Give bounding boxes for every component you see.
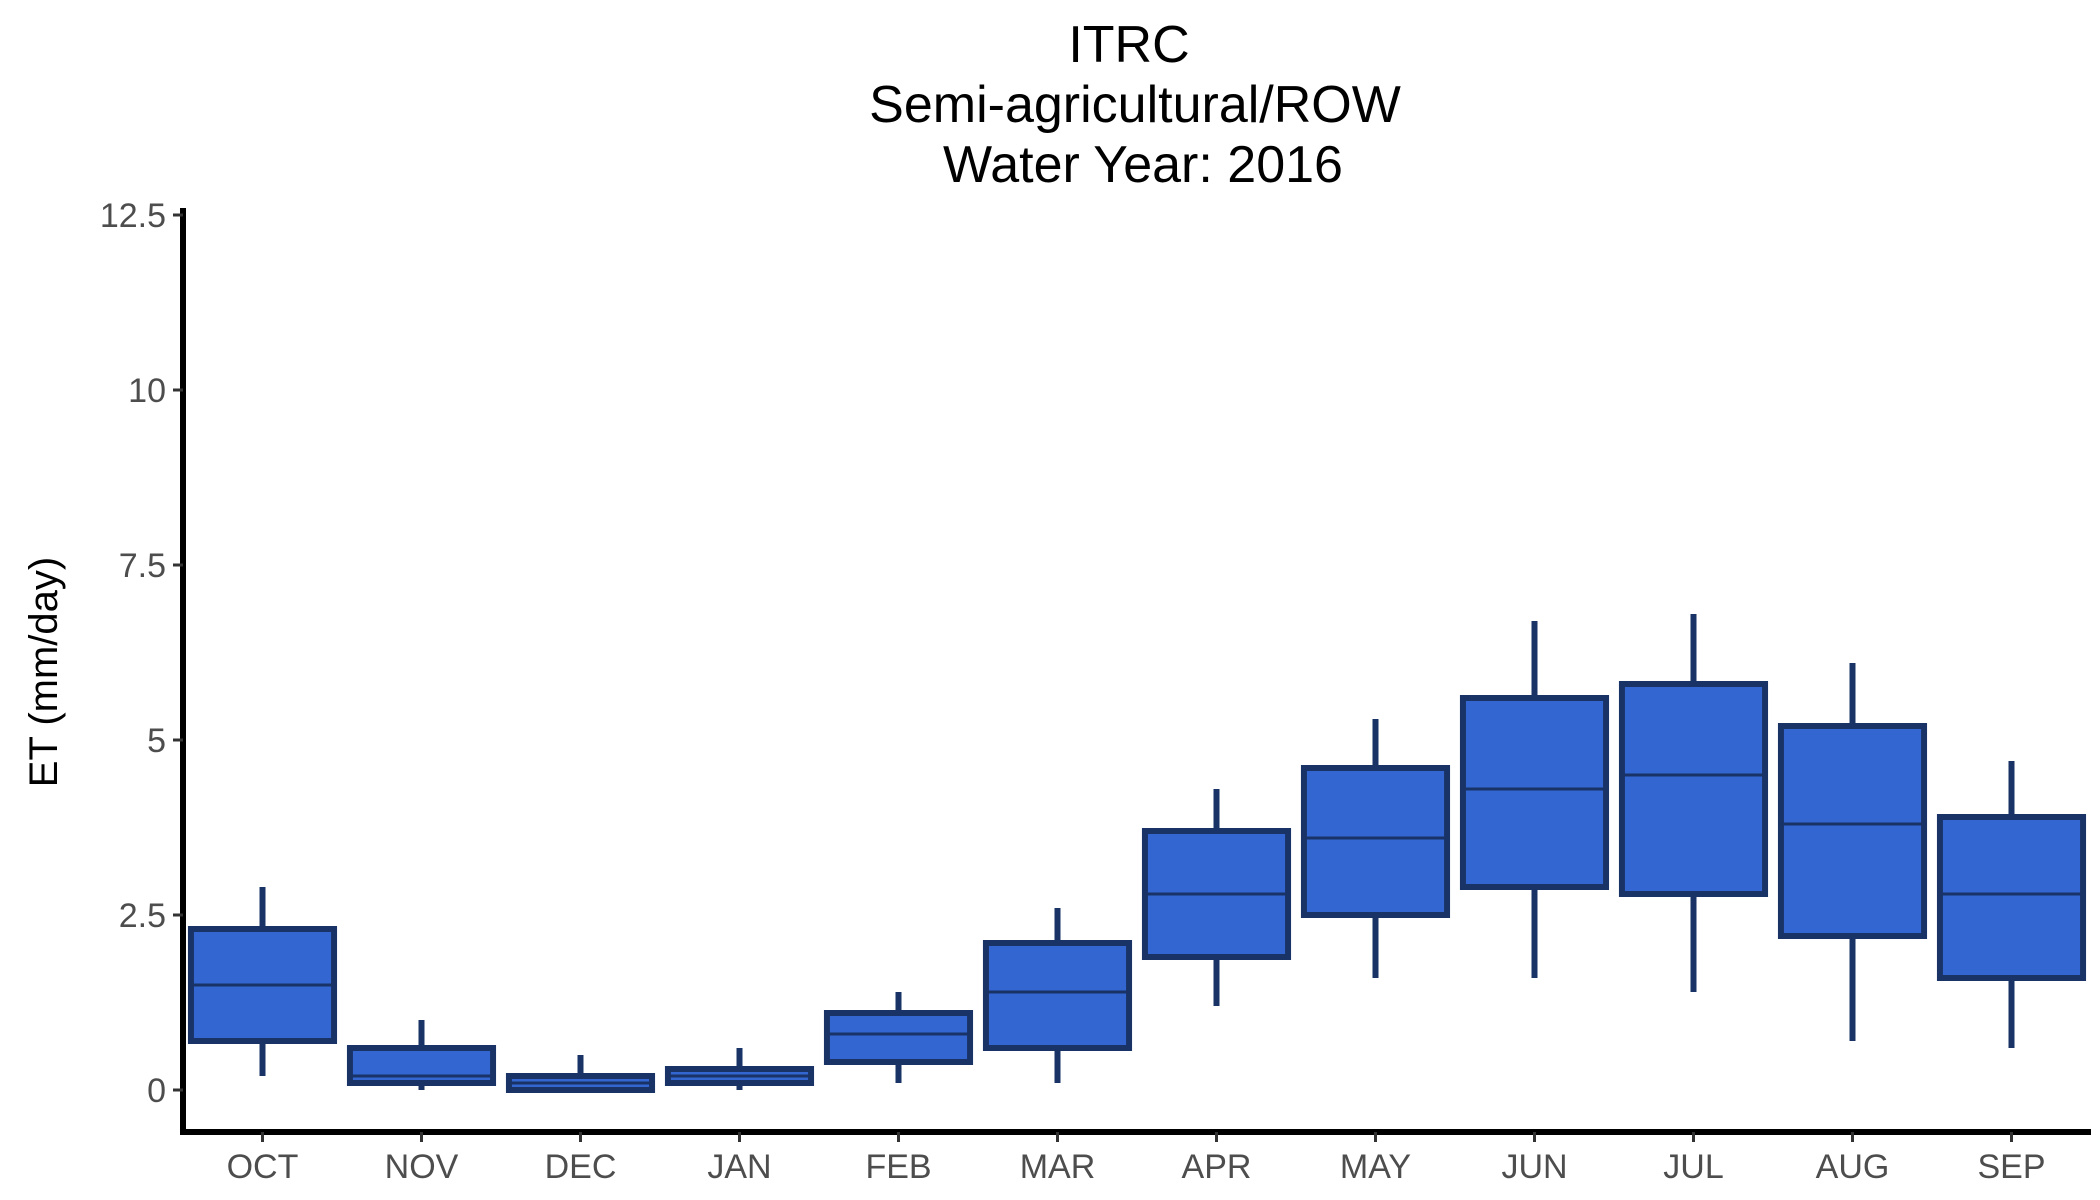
iqr-box-sep — [1936, 814, 2087, 981]
iqr-box-may — [1300, 765, 1451, 918]
x-tick-label-may: MAY — [1340, 1148, 1411, 1186]
y-tick-label: 5 — [147, 722, 166, 760]
iqr-box-aug — [1777, 723, 1928, 939]
y-ticks: 0 2.5 5 7.5 10 12.5 — [100, 197, 183, 1110]
x-tick-label-apr: APR — [1182, 1148, 1252, 1186]
y-tick-label: 10 — [128, 372, 166, 410]
iqr-box-mar — [982, 940, 1133, 1051]
box-nov — [346, 1020, 497, 1090]
box-apr — [1141, 789, 1292, 1006]
x-tick-label-mar: MAR — [1020, 1148, 1096, 1186]
iqr-box-feb — [823, 1010, 974, 1065]
box-may — [1300, 719, 1451, 978]
y-tick-label: 12.5 — [100, 197, 166, 235]
box-sep — [1936, 761, 2087, 1048]
x-tick-label-jul: JUL — [1663, 1148, 1723, 1186]
x-tick-label-feb: FEB — [865, 1148, 931, 1186]
boxes-layer — [187, 614, 2087, 1093]
y-tick-label: 0 — [147, 1072, 166, 1110]
box-aug — [1777, 663, 1928, 1041]
title-line-3: Water Year: 2016 — [943, 136, 1343, 194]
x-tick-label-dec: DEC — [545, 1148, 617, 1186]
x-tick-label-jan: JAN — [707, 1148, 771, 1186]
box-jan — [664, 1048, 815, 1090]
title-line-2: Semi-agricultural/ROW — [869, 76, 1401, 134]
box-mar — [982, 908, 1133, 1083]
x-ticks: OCT NOV DEC JAN FEB MAR APR MAY JUN JUL AUG SEP — [227, 1132, 2046, 1186]
x-tick-label-jun: JUN — [1501, 1148, 1567, 1186]
box-feb — [823, 992, 974, 1083]
y-axis-title: ET (mm/day) — [22, 557, 66, 787]
axes-layer — [180, 208, 2091, 1135]
title-line-1: ITRC — [1068, 16, 1189, 74]
chart-title: ITRC Semi-agricultural/ROW Water Year: 2… — [869, 16, 1401, 194]
x-tick-label-nov: NOV — [385, 1148, 459, 1186]
box-oct — [187, 887, 338, 1076]
iqr-box-nov — [346, 1045, 497, 1086]
x-tick-label-aug: AUG — [1816, 1148, 1890, 1186]
y-tick-label: 2.5 — [119, 897, 166, 935]
x-tick-label-sep: SEP — [1977, 1148, 2045, 1186]
box-dec — [505, 1055, 656, 1093]
y-tick-label: 7.5 — [119, 547, 166, 585]
iqr-box-jun — [1459, 695, 1610, 890]
box-jun — [1459, 621, 1610, 978]
box-jul — [1618, 614, 1769, 992]
x-tick-label-oct: OCT — [227, 1148, 299, 1186]
iqr-box-jul — [1618, 681, 1769, 897]
